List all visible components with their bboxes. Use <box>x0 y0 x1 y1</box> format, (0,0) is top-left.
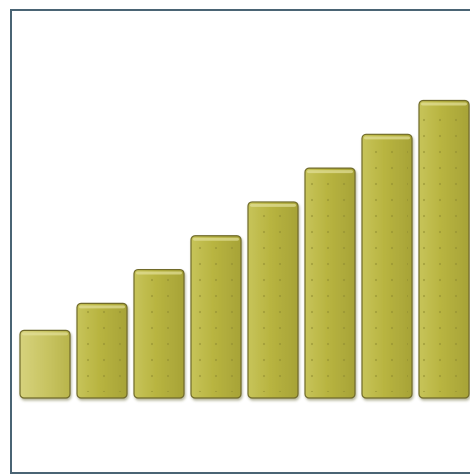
bar-highlight-7 <box>364 136 410 140</box>
bar-texture-7 <box>366 140 408 392</box>
bar-texture-2 <box>81 309 123 392</box>
bar-highlight-5 <box>250 203 296 207</box>
bar-4 <box>190 235 242 399</box>
bar-highlight-2 <box>79 305 125 309</box>
bars-group <box>19 99 470 399</box>
bar-texture-5 <box>252 207 294 392</box>
bar-2 <box>76 302 128 399</box>
bar-5 <box>247 201 299 399</box>
bar-highlight-3 <box>136 271 182 275</box>
bar-texture-6 <box>309 174 351 392</box>
bar-3 <box>133 268 185 399</box>
bar-highlight-1 <box>22 332 68 336</box>
bar-highlight-4 <box>193 237 239 241</box>
bar-texture-3 <box>138 275 180 392</box>
bar-1 <box>19 329 71 399</box>
bar-texture-8 <box>423 106 465 393</box>
bar-7 <box>361 133 413 399</box>
bar-8 <box>418 99 470 399</box>
bar-rect-1 <box>19 329 71 399</box>
bar-highlight-8 <box>421 102 467 106</box>
bar-texture-4 <box>195 241 237 392</box>
bar-highlight-6 <box>307 170 353 174</box>
bar-6 <box>304 167 356 399</box>
